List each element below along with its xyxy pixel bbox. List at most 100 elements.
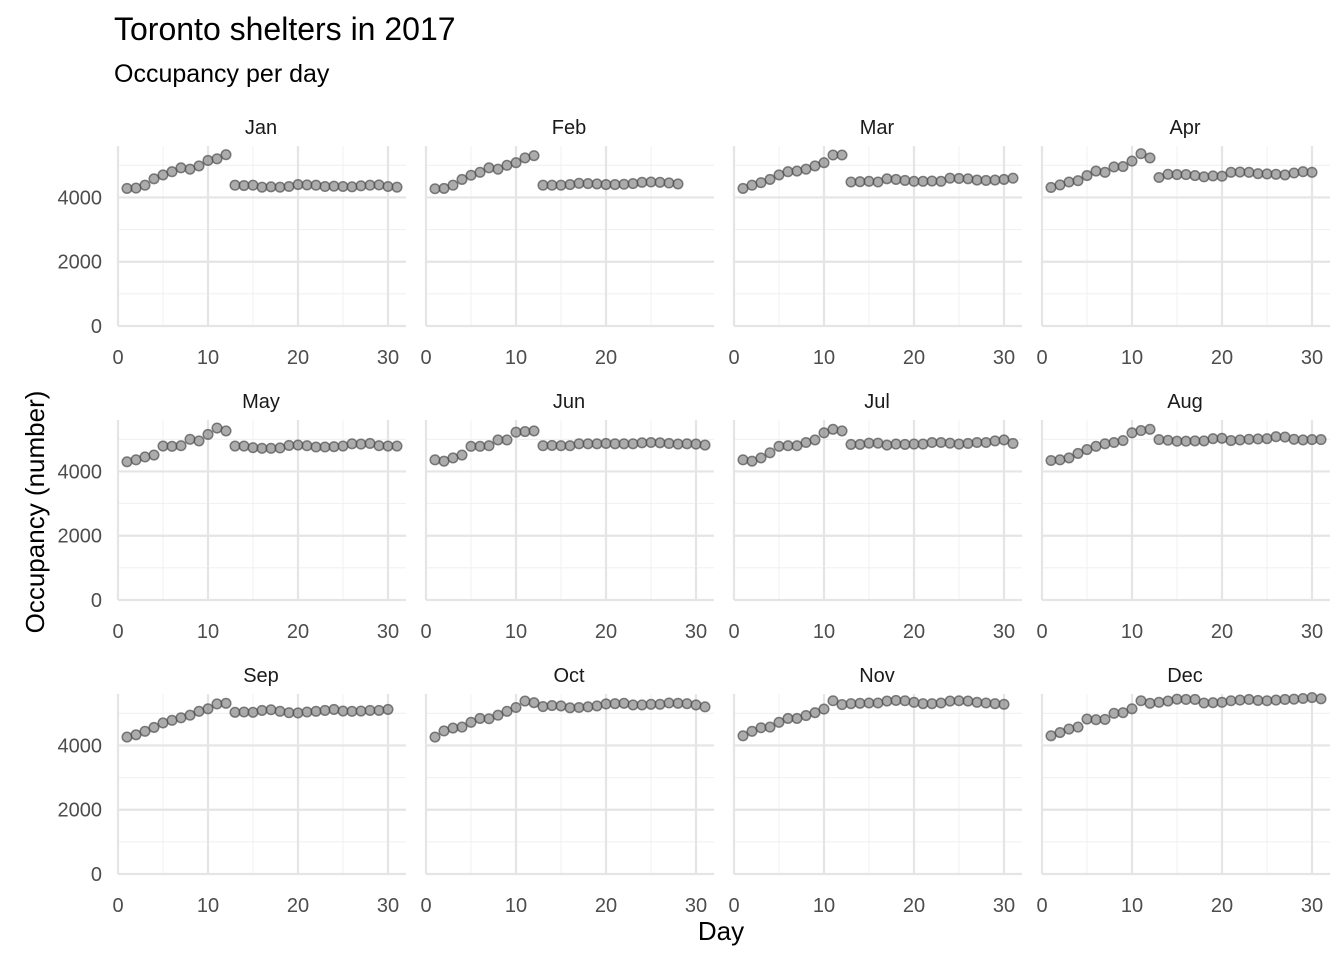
y-tick-label: 2000 <box>58 526 103 548</box>
data-point <box>247 442 259 454</box>
data-point <box>139 451 151 463</box>
data-point <box>989 435 1001 447</box>
data-point <box>899 695 911 707</box>
data-point <box>755 177 767 189</box>
data-point <box>1234 166 1246 178</box>
x-tick-label: 20 <box>903 895 925 917</box>
data-point <box>1153 696 1165 708</box>
data-point <box>663 697 675 709</box>
facet-label: Jan <box>245 117 277 139</box>
data-point <box>373 440 385 452</box>
data-point <box>1297 692 1309 705</box>
data-point <box>926 436 938 449</box>
data-point <box>1252 694 1264 706</box>
data-point <box>1072 447 1084 459</box>
data-point <box>364 704 376 716</box>
x-tick-label: 10 <box>505 895 527 917</box>
data-point <box>582 438 594 450</box>
data-point <box>519 426 531 438</box>
x-tick-label: 20 <box>287 621 309 643</box>
data-point <box>510 426 522 438</box>
chart-title: Toronto shelters in 2017 <box>114 11 456 47</box>
data-point <box>591 700 603 712</box>
data-point <box>1117 435 1129 447</box>
data-point <box>627 438 639 450</box>
data-point <box>337 705 349 717</box>
data-point <box>139 179 151 191</box>
data-point <box>836 699 848 711</box>
data-point <box>564 702 576 714</box>
data-point <box>1243 433 1255 445</box>
data-point <box>872 437 884 449</box>
data-point <box>809 707 821 719</box>
data-point <box>247 179 259 191</box>
x-tick-label: 30 <box>1301 347 1323 369</box>
data-point <box>319 180 331 193</box>
data-point <box>292 439 304 451</box>
data-point <box>1007 437 1019 450</box>
data-point <box>764 447 776 459</box>
data-point <box>1306 691 1318 704</box>
data-point <box>301 179 313 191</box>
x-tick-label: 10 <box>505 621 527 643</box>
data-point <box>1225 166 1237 178</box>
data-point <box>917 175 929 187</box>
data-point <box>265 442 277 454</box>
data-point <box>1261 168 1273 180</box>
x-tick-label: 0 <box>112 621 123 643</box>
data-point <box>274 705 286 717</box>
data-point <box>483 440 495 452</box>
data-point <box>1234 694 1246 706</box>
data-point <box>998 434 1010 446</box>
data-point <box>1045 181 1057 194</box>
data-point <box>1162 168 1174 180</box>
data-point <box>854 176 866 188</box>
data-point <box>1090 165 1102 177</box>
data-point <box>836 425 848 437</box>
data-point <box>229 179 241 191</box>
data-point <box>121 456 133 468</box>
data-point <box>1171 169 1183 181</box>
x-tick-label: 0 <box>112 895 123 917</box>
data-point <box>609 438 621 450</box>
data-point <box>1180 435 1192 447</box>
data-point <box>672 697 684 709</box>
data-point <box>220 149 232 161</box>
data-point <box>1270 431 1282 443</box>
data-point <box>654 698 666 710</box>
data-point <box>175 440 187 452</box>
data-point <box>1108 707 1120 719</box>
x-tick-label: 10 <box>813 621 835 643</box>
data-point <box>319 441 331 453</box>
data-point <box>636 437 648 449</box>
x-tick-label: 20 <box>1211 621 1233 643</box>
data-point <box>1225 695 1237 707</box>
data-point <box>1171 435 1183 447</box>
data-point <box>980 436 992 449</box>
data-point <box>1189 170 1201 182</box>
data-point <box>355 180 367 192</box>
x-tick-label: 20 <box>1211 347 1233 369</box>
x-tick-label: 0 <box>420 621 431 643</box>
data-point <box>310 705 322 717</box>
data-point <box>1180 693 1192 706</box>
x-tick-label: 20 <box>1211 895 1233 917</box>
data-point <box>1288 167 1300 179</box>
y-tick-label: 4000 <box>58 735 103 757</box>
data-point <box>890 438 902 450</box>
data-point <box>274 181 286 193</box>
data-point <box>1135 148 1147 160</box>
data-point <box>130 454 142 466</box>
data-point <box>737 730 749 742</box>
x-tick-label: 10 <box>197 621 219 643</box>
data-point <box>175 712 187 724</box>
data-point <box>600 698 612 710</box>
data-point <box>1198 171 1210 183</box>
x-tick-label: 20 <box>595 621 617 643</box>
data-point <box>863 437 875 449</box>
data-point <box>618 697 630 709</box>
data-point <box>555 700 567 712</box>
data-point <box>1081 713 1093 725</box>
data-point <box>944 172 956 184</box>
data-point <box>202 428 214 441</box>
